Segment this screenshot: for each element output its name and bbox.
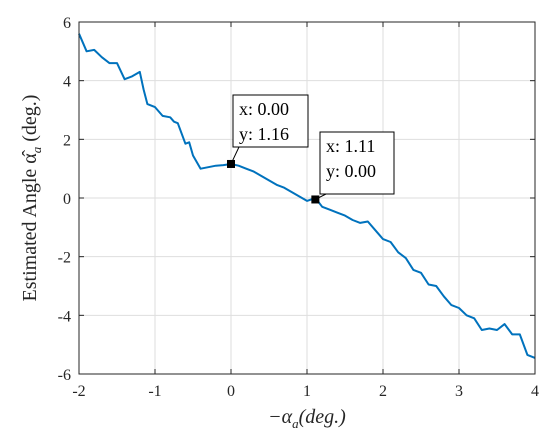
- x-tick-label: -2: [72, 383, 85, 400]
- y-tick-label: 4: [63, 74, 71, 91]
- x-tick-label: 0: [227, 383, 235, 400]
- datatip-box: [319, 131, 395, 195]
- datatip-x-text: x: 0.00: [239, 99, 289, 119]
- y-tick-label: 0: [63, 191, 71, 208]
- y-tick-label: -2: [58, 250, 71, 267]
- datatip-y-text: y: 1.16: [239, 124, 289, 144]
- y-tick-label: 2: [63, 132, 71, 149]
- x-tick-label: 3: [455, 383, 463, 400]
- x-axis-label: −αa(deg.): [268, 406, 346, 431]
- y-tick-label: -4: [58, 308, 71, 325]
- datatip-y-text: y: 0.00: [326, 161, 376, 181]
- datatips: x: 0.00 y: 1.16 x: 1.11 y: 0.00: [227, 94, 395, 204]
- x-tick-label: 1: [303, 383, 311, 400]
- series-line: [78, 33, 536, 359]
- y-axis-label: Estimated Angle α̂a (deg.): [19, 95, 44, 302]
- datatip-x-text: x: 1.11: [326, 136, 375, 156]
- x-tick-label: 2: [379, 383, 387, 400]
- y-tick-label: 6: [63, 15, 71, 32]
- x-tick-label: 4: [531, 383, 539, 400]
- datatip-marker[interactable]: [227, 159, 235, 168]
- plot-lines: [78, 33, 536, 359]
- axis-ticks: -2 -1 0 1 2 3 4 -6 -4 -2 0 2 4 6: [58, 15, 539, 400]
- datatip-box: [232, 94, 309, 148]
- datatip-marker[interactable]: [311, 195, 320, 204]
- y-tick-label: -6: [58, 367, 71, 384]
- x-tick-label: -1: [148, 383, 161, 400]
